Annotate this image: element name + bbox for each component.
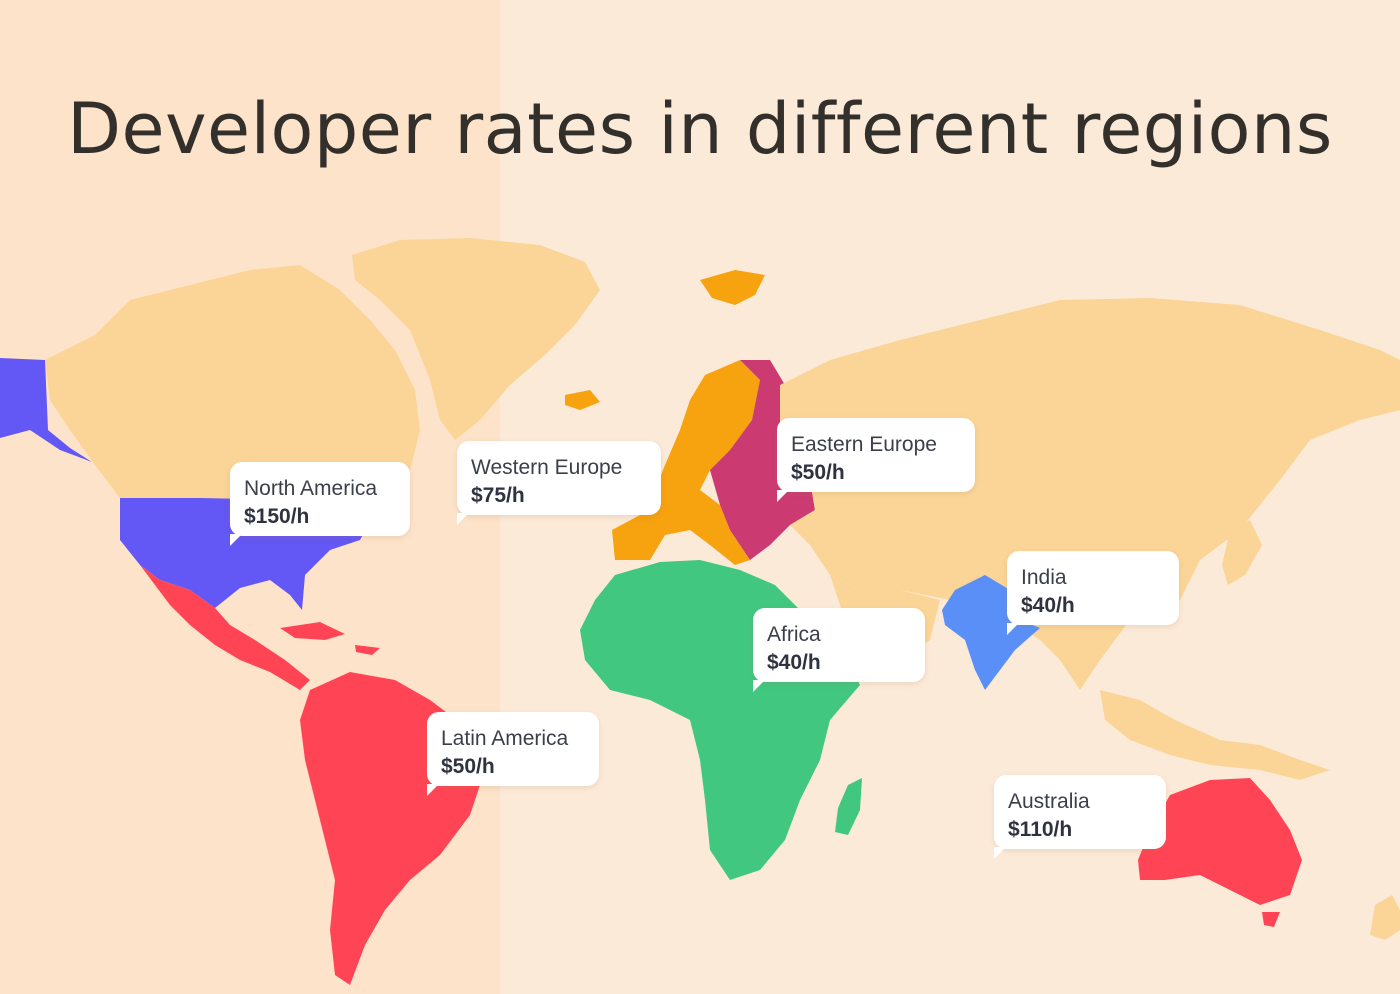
region-rate: $110/h	[1008, 818, 1073, 841]
alaska	[0, 358, 92, 462]
tasmania	[1262, 912, 1280, 927]
canada	[45, 265, 420, 505]
australia-land	[1138, 778, 1302, 905]
callout-latin-america: Latin America $50/h	[427, 712, 599, 796]
region-name: Western Europe	[471, 456, 623, 479]
caribbean	[280, 622, 380, 655]
madagascar	[835, 778, 862, 835]
region-name: Latin America	[441, 727, 569, 750]
svalbard	[700, 270, 765, 305]
region-rate: $150/h	[244, 505, 310, 528]
southeast-asia	[1100, 690, 1330, 780]
callout-eastern-europe: Eastern Europe $50/h	[777, 418, 975, 502]
region-rate: $40/h	[767, 651, 821, 674]
callout-india: India $40/h	[1007, 551, 1179, 635]
region-name: Australia	[1008, 790, 1090, 813]
callout-tail	[994, 847, 1006, 859]
region-rate: $75/h	[471, 484, 525, 507]
new-zealand	[1370, 895, 1400, 940]
callout-tail	[427, 784, 439, 796]
iceland	[565, 390, 600, 410]
callout-tail	[457, 513, 469, 525]
region-name: North America	[244, 477, 378, 500]
greenland	[352, 238, 600, 440]
region-rate: $50/h	[441, 755, 495, 778]
callout-tail	[777, 490, 789, 502]
region-name: Africa	[767, 623, 821, 646]
callout-africa: Africa $40/h	[753, 608, 925, 692]
callout-tail	[230, 534, 242, 546]
eastern-europe-land	[710, 360, 815, 560]
region-name: India	[1021, 566, 1067, 589]
callout-tail	[753, 680, 765, 692]
region-rate: $50/h	[791, 461, 845, 484]
russia-asia	[780, 298, 1400, 690]
region-rate: $40/h	[1021, 594, 1075, 617]
callout-north-america: North America $150/h	[230, 462, 410, 546]
page-title: Developer rates in different regions	[67, 88, 1333, 170]
region-name: Eastern Europe	[791, 433, 937, 456]
mexico-central-america	[140, 565, 310, 690]
callout-australia: Australia $110/h	[994, 775, 1166, 859]
callout-tail	[1007, 623, 1019, 635]
callout-western-europe: Western Europe $75/h	[457, 441, 661, 525]
japan	[1222, 520, 1262, 585]
india-land	[942, 575, 1040, 690]
